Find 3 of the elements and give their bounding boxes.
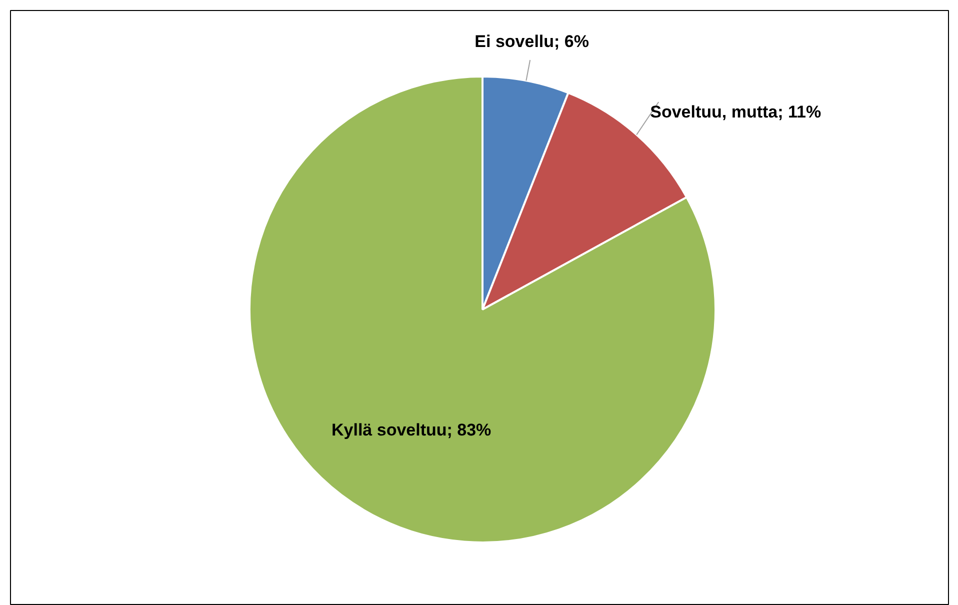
slice-label: Soveltuu, mutta; 11%: [650, 102, 822, 122]
slice-label: Kyllä soveltuu; 83%: [332, 420, 492, 440]
slice-label: Ei sovellu; 6%: [474, 32, 590, 51]
